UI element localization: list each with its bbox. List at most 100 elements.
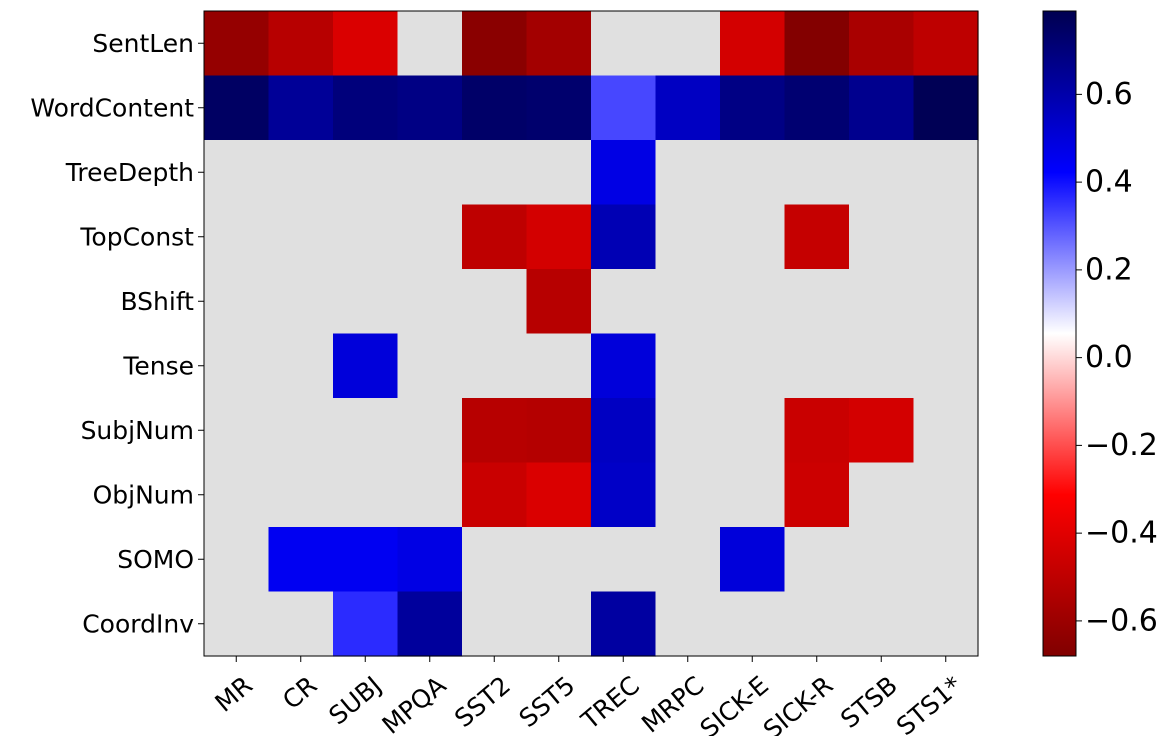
heatmap-cell [397,204,463,270]
heatmap-cell [720,527,786,593]
heatmap-cell [333,269,399,335]
colorbar-ticks: −0.6 −0.4 −0.2 0.0 0.2 0.4 0.6 [1076,77,1158,638]
heatmap-cell [397,527,463,593]
heatmap-cell [655,11,721,77]
heatmap-cell [333,398,399,464]
y-tick-label: WordContent [30,93,194,122]
heatmap-cell [204,333,270,399]
heatmap-cell [849,333,915,399]
heatmap-cell [204,269,270,335]
heatmap-cell [526,11,592,77]
heatmap-cell [655,140,721,206]
heatmap-cell [526,75,592,141]
heatmap-cell [397,269,463,335]
heatmap-cell [784,269,850,335]
heatmap-cell [268,333,334,399]
heatmap-cell [268,269,334,335]
heatmap-cell [591,591,657,657]
heatmap-cell [204,204,270,270]
heatmap-cell [333,591,399,657]
heatmap-cell [655,398,721,464]
heatmap-cell [526,204,592,270]
heatmap-cell [849,591,915,657]
heatmap-cell [204,462,270,528]
heatmap-cell [397,333,463,399]
heatmap-cell [204,591,270,657]
heatmap-cell [720,462,786,528]
heatmap-cell [720,333,786,399]
heatmap-cell [913,204,979,270]
heatmap-cell [784,11,850,77]
y-tick-label: ObjNum [93,480,194,509]
heatmap-cell [526,527,592,593]
heatmap-cell [655,269,721,335]
heatmap-cell [784,204,850,270]
heatmap-cell [784,591,850,657]
heatmap-cell [849,527,915,593]
heatmap-cell [591,527,657,593]
heatmap-cell [849,204,915,270]
heatmap-cell [913,11,979,77]
heatmap-cell [720,591,786,657]
heatmap-cell [526,140,592,206]
x-axis: MR CR SUBJMPQASST2SST5TRECMRPCSICK-ESICK-R… [209,656,967,736]
heatmap-cell [591,462,657,528]
x-tick-label: SST5 [514,670,581,733]
heatmap-cell [462,140,528,206]
heatmap-cell [913,75,979,141]
heatmap-cell [655,462,721,528]
heatmap-cell [397,462,463,528]
heatmap-cell [333,204,399,270]
heatmap-cells [204,11,979,657]
heatmap-cell [397,75,463,141]
heatmap-cell [913,462,979,528]
heatmap-cell [784,398,850,464]
heatmap-cell [462,11,528,77]
colorbar-gradient [1042,10,1077,657]
colorbar-tick-label: −0.6 [1085,603,1158,638]
colorbar: −0.6 −0.4 −0.2 0.0 0.2 0.4 0.6 [1042,10,1158,657]
heatmap-cell [591,11,657,77]
heatmap-cell [784,75,850,141]
heatmap-cell [204,75,270,141]
heatmap-cell [591,204,657,270]
x-tick-label: SST2 [449,670,516,733]
x-tick-label: SUBJ [323,670,387,730]
heatmap-cell [462,269,528,335]
y-axis: SentLen WordContent TreeDepth TopConst BShif… [30,29,204,638]
heatmap-cell [397,140,463,206]
heatmap-cell [526,462,592,528]
heatmap-cell [526,398,592,464]
heatmap-cell [720,204,786,270]
heatmap-cell [849,11,915,77]
heatmap-cell [204,527,270,593]
x-tick-label: CR [277,670,322,715]
colorbar-tick-label: −0.2 [1085,428,1158,463]
heatmap-cell [913,591,979,657]
heatmap-cell [268,398,334,464]
heatmap-cell [204,140,270,206]
heatmap-cell [204,11,270,77]
heatmap-cell [913,333,979,399]
heatmap-cell [268,591,334,657]
colorbar-tick-label: 0.6 [1085,77,1133,112]
heatmap-cell [333,527,399,593]
y-tick-label: TopConst [79,222,194,251]
heatmap-cell [268,462,334,528]
heatmap-cell [655,527,721,593]
heatmap-cell [462,204,528,270]
heatmap-cell [849,462,915,528]
heatmap-cell [784,333,850,399]
y-tick-label: BShift [120,287,194,316]
x-tick-label: MR [209,670,257,717]
heatmap-cell [462,462,528,528]
heatmap-cell [333,333,399,399]
heatmap-cell [268,204,334,270]
heatmap-cell [462,591,528,657]
heatmap-cell [655,591,721,657]
heatmap-cell [591,140,657,206]
x-tick-label: STS1* [891,670,967,736]
x-tick-label: TREC [575,670,645,735]
y-tick-label: Tense [122,351,194,380]
heatmap-cell [268,140,334,206]
